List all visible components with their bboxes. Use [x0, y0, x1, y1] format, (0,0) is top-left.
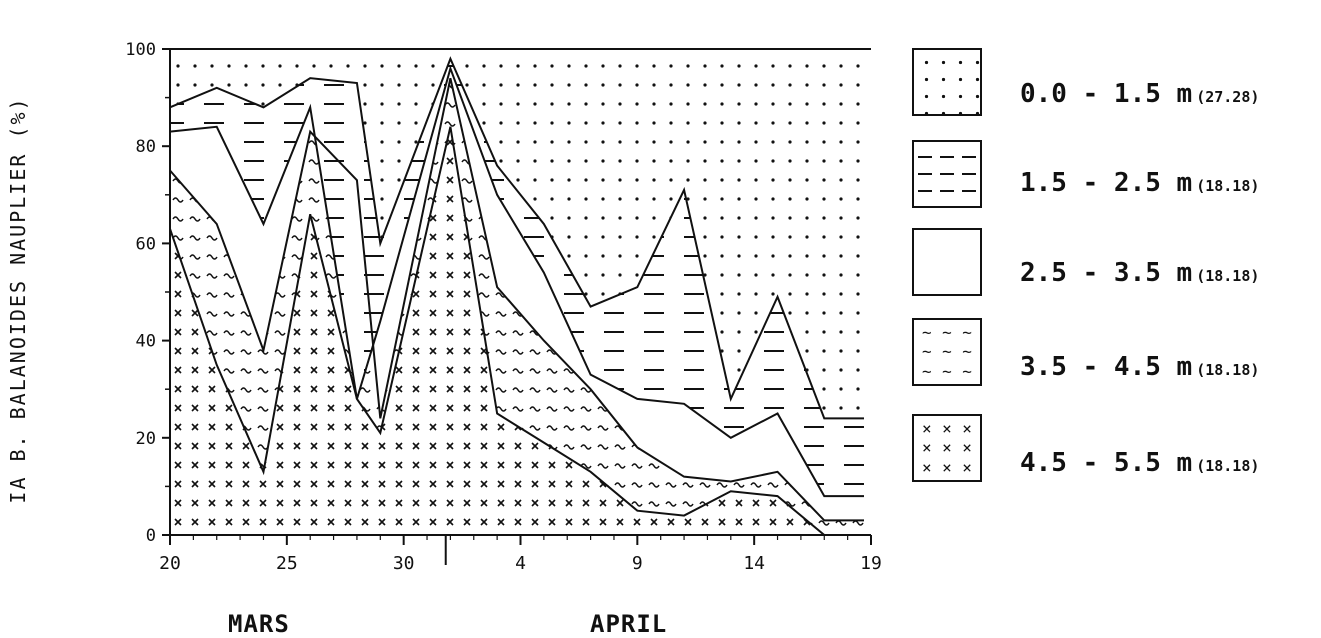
y-tick-label: 100: [125, 40, 156, 60]
legend-label: 1.5 - 2.5 m: [1020, 168, 1193, 198]
y-axis-label: IA B. BALANOIDES NAUPLIER (%): [6, 96, 30, 504]
y-tick-label: 0: [146, 526, 156, 546]
legend-entry-1: 1.5 - 2.5 m (18.18): [1020, 168, 1259, 198]
boundary-line-1: [169, 77, 864, 522]
boundary-line-2: [169, 65, 864, 498]
legend-entry-2: 2.5 - 3.5 m (18.18): [1020, 258, 1259, 288]
legend-label: 4.5 - 5.5 m: [1020, 448, 1193, 478]
legend-swatch-cross: × × × × × × × × ×: [912, 414, 982, 482]
legend-value: (27.28): [1196, 88, 1260, 106]
legend-value: (18.18): [1196, 361, 1260, 379]
legend-label: 2.5 - 3.5 m: [1020, 258, 1193, 288]
x-tick-label: 25: [276, 553, 298, 574]
legend-label: 3.5 - 4.5 m: [1020, 352, 1193, 382]
y-tick-label: 80: [136, 137, 156, 157]
legend-entry-0: 0.0 - 1.5 m (27.28): [1020, 79, 1259, 109]
legend-value: (18.18): [1196, 267, 1260, 285]
area-band-4: [170, 49, 864, 419]
boundary-line-0: [169, 126, 864, 536]
x-tick-label: 19: [860, 553, 882, 574]
x-tick-label: 20: [159, 553, 181, 574]
legend-swatch-blank: [912, 228, 982, 296]
legend-swatch-tilde: ~ ~ ~ ~ ~ ~ ~ ~ ~: [912, 318, 982, 386]
legend-value: (18.18): [1196, 177, 1260, 195]
x-tick-label: 14: [743, 553, 765, 574]
area-band-3: [170, 58, 864, 497]
legend-entry-3: 3.5 - 4.5 m (18.18): [1020, 352, 1259, 382]
month-label-april: APRIL: [590, 610, 668, 638]
x-tick-label: 30: [393, 553, 415, 574]
legend-swatch-dashes: [912, 140, 982, 208]
legend-value: (18.18): [1196, 457, 1260, 475]
x-tick-label: 4: [515, 553, 526, 574]
y-tick-label: 60: [136, 234, 156, 254]
y-tick-label: 20: [136, 429, 156, 449]
legend-entry-4: 4.5 - 5.5 m (18.18): [1020, 448, 1259, 478]
month-label-mars: MARS: [228, 610, 290, 638]
boundary-line-3: [169, 56, 864, 420]
x-tick-label: 9: [632, 553, 643, 574]
y-tick-label: 40: [136, 332, 156, 352]
legend-swatch-dots: [912, 48, 982, 116]
legend-label: 0.0 - 1.5 m: [1020, 79, 1193, 109]
area-band-0: [170, 126, 864, 535]
